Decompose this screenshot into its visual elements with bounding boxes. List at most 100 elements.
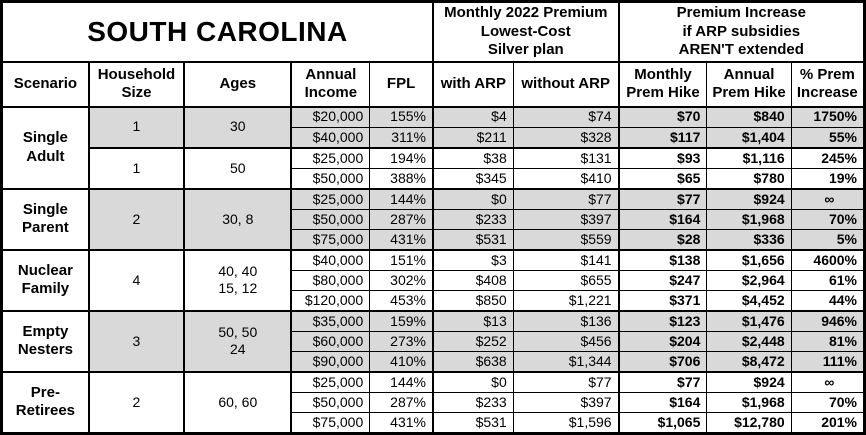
fpl-cell: 410%	[369, 350, 433, 372]
ages-cell: 40, 40 15, 12	[183, 248, 292, 311]
with-arp-cell: $408	[431, 269, 514, 291]
annual-hike-cell: $1,404	[706, 126, 792, 148]
fpl-cell: 155%	[369, 105, 433, 128]
table-row: $40,000 311% $211 $328 $117 $1,404 55%	[2, 126, 865, 148]
with-arp-cell: $0	[431, 187, 514, 210]
with-arp-cell: $252	[431, 330, 514, 352]
monthly-hike-cell: $77	[617, 187, 707, 210]
with-arp-cell: $13	[431, 309, 514, 332]
monthly-hike-cell: $70	[617, 105, 707, 128]
without-arp-cell: $328	[512, 126, 619, 148]
annual-income-cell: $60,000	[290, 330, 370, 352]
fpl-cell: 159%	[369, 309, 433, 332]
annual-income-cell: $25,000	[290, 370, 370, 393]
pct-increase-cell: 44%	[790, 289, 865, 311]
annual-hike-cell: $1,476	[706, 309, 792, 332]
annual-income-cell: $20,000	[290, 105, 370, 128]
without-arp-cell: $1,221	[512, 289, 619, 311]
col-header-scenario: Scenario	[1, 60, 89, 107]
without-arp-cell: $397	[512, 391, 619, 413]
fpl-cell: 273%	[369, 330, 433, 352]
pct-increase-cell: 1750%	[790, 105, 865, 128]
table-row: Pre- Retirees 2 60, 60 $25,000 144% $0 $…	[1, 370, 865, 434]
with-arp-cell: $0	[431, 370, 514, 393]
fpl-cell: 144%	[369, 370, 433, 393]
annual-hike-cell: $336	[706, 228, 792, 250]
household-size-cell: 3	[87, 309, 185, 372]
annual-income-cell: $35,000	[290, 309, 370, 332]
monthly-hike-cell: $123	[617, 309, 707, 332]
scenario-cell: Pre- Retirees	[1, 370, 89, 434]
without-arp-cell: $136	[512, 309, 619, 332]
household-size-cell: 2	[87, 370, 185, 434]
annual-income-cell: $25,000	[290, 146, 370, 169]
table-row: Single Adult 1 30 $20,000 155% $4 $74 $7…	[1, 105, 865, 189]
col-header-monthly-prem-hike: Monthly Prem Hike	[617, 60, 707, 107]
without-arp-cell: $456	[512, 330, 619, 352]
without-arp-cell: $77	[512, 370, 619, 393]
pct-increase-cell: 61%	[790, 269, 865, 291]
without-arp-cell: $397	[512, 208, 619, 230]
table-row: $75,000 431% $531 $1,596 $1,065 $12,780 …	[2, 411, 865, 434]
household-size-cell: 4	[87, 248, 185, 311]
fpl-cell: 453%	[369, 289, 433, 311]
without-arp-cell: $74	[512, 105, 619, 128]
monthly-hike-cell: $164	[617, 208, 707, 230]
table-row: 1 50 $25,000 194% $38 $131 $93 $1,116 24…	[2, 146, 865, 189]
annual-hike-cell: $2,964	[706, 269, 792, 291]
monthly-hike-cell: $65	[617, 167, 707, 189]
pct-increase-cell: 111%	[790, 350, 865, 372]
with-arp-cell: $345	[431, 167, 514, 189]
annual-hike-cell: $1,116	[706, 146, 792, 169]
col-header-household-size: Household Size	[87, 60, 185, 107]
col-header-ages: Ages	[183, 60, 292, 107]
monthly-hike-cell: $706	[617, 350, 707, 372]
scenario-cell: Nuclear Family	[1, 248, 89, 311]
table-row: $120,000 453% $850 $1,221 $371 $4,452 44…	[2, 289, 865, 311]
annual-hike-cell: $8,472	[706, 350, 792, 372]
ages-cell: 60, 60	[183, 370, 292, 434]
scenario-cell: Single Adult	[1, 105, 89, 189]
monthly-hike-cell: $1,065	[617, 411, 707, 434]
without-arp-cell: $655	[512, 269, 619, 291]
without-arp-cell: $131	[512, 146, 619, 169]
monthly-hike-cell: $93	[617, 146, 707, 169]
annual-hike-cell: $840	[706, 105, 792, 128]
fpl-cell: 431%	[369, 411, 433, 434]
annual-hike-cell: $1,968	[706, 391, 792, 413]
monthly-hike-cell: $28	[617, 228, 707, 250]
table-row: Empty Nesters 3 50, 50 24 $35,000 159% $…	[1, 309, 865, 372]
monthly-hike-cell: $371	[617, 289, 707, 311]
table-row: $50,000 388% $345 $410 $65 $780 19%	[2, 167, 865, 189]
monthly-hike-cell: $138	[617, 248, 707, 271]
without-arp-cell: $1,596	[512, 411, 619, 434]
fpl-cell: 287%	[369, 391, 433, 413]
table-row: Single Parent 2 30, 8 $25,000 144% $0 $7…	[1, 187, 865, 250]
pct-increase-cell: ∞	[790, 370, 865, 393]
pct-increase-cell: 201%	[790, 411, 865, 434]
annual-hike-cell: $780	[706, 167, 792, 189]
annual-income-cell: $50,000	[290, 167, 370, 189]
monthly-hike-cell: $77	[617, 370, 707, 393]
monthly-hike-cell: $164	[617, 391, 707, 413]
col-header-with-arp: with ARP	[431, 60, 514, 107]
annual-hike-cell: $924	[706, 370, 792, 393]
header-row-columns: Scenario Household Size Ages Annual Inco…	[1, 60, 865, 107]
fpl-cell: 302%	[369, 269, 433, 291]
with-arp-cell: $3	[431, 248, 514, 271]
scenario-cell: Single Parent	[1, 187, 89, 250]
without-arp-cell: $559	[512, 228, 619, 250]
annual-hike-cell: $924	[706, 187, 792, 210]
premium-section-header: Monthly 2022 Premium Lowest-Cost Silver …	[431, 1, 619, 62]
with-arp-cell: $233	[431, 208, 514, 230]
annual-income-cell: $40,000	[290, 248, 370, 271]
household-size-cell: 1	[87, 105, 185, 148]
without-arp-cell: $141	[512, 248, 619, 271]
header-row-top: SOUTH CAROLINA Monthly 2022 Premium Lowe…	[2, 1, 865, 62]
household-size-cell: 1	[87, 146, 185, 189]
annual-income-cell: $25,000	[290, 187, 370, 210]
annual-hike-cell: $2,448	[706, 330, 792, 352]
col-header-without-arp: without ARP	[512, 60, 619, 107]
